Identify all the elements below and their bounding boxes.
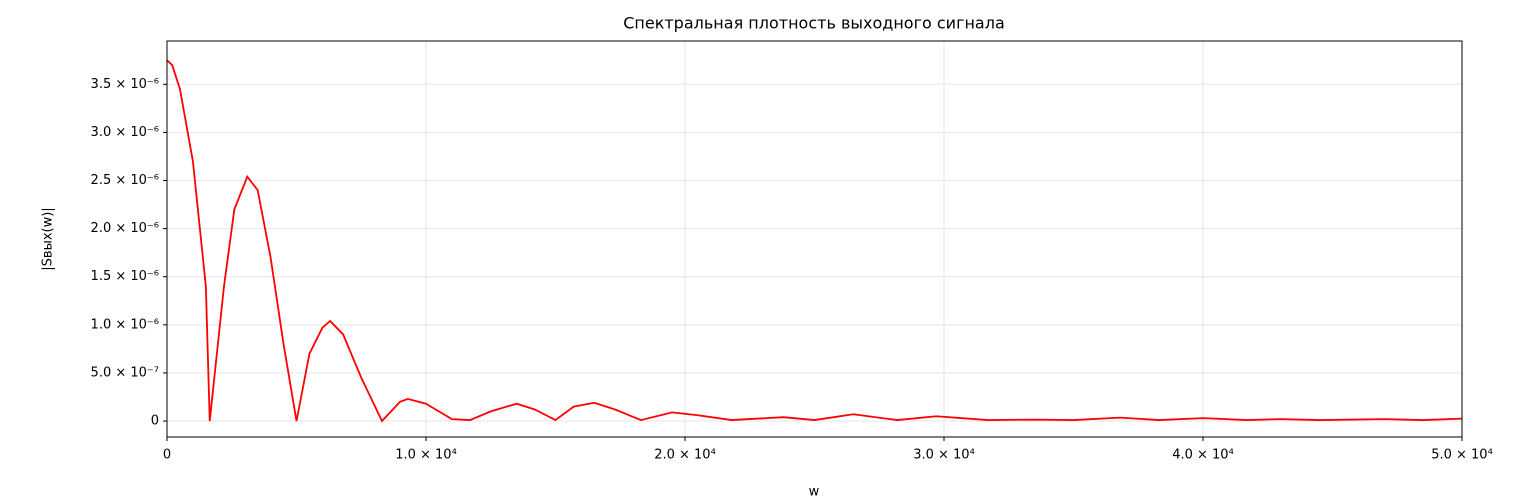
y-tick-label: 1.5 × 10⁻⁶	[91, 269, 159, 284]
y-tick-label: 3.0 × 10⁻⁶	[91, 125, 159, 140]
x-tick-label: 4.0 × 10⁴	[1172, 448, 1234, 463]
x-tick-label: 0	[163, 448, 171, 463]
x-tick-label: 1.0 × 10⁴	[395, 448, 457, 463]
x-tick-label: 5.0 × 10⁴	[1431, 448, 1493, 463]
x-axis-label: w	[809, 485, 820, 500]
y-tick-label: 0	[151, 414, 159, 429]
y-axis-label: |Sвых(w)|	[41, 207, 56, 270]
plot-frame	[166, 40, 1463, 438]
y-tick-label: 3.5 × 10⁻⁶	[91, 77, 159, 92]
y-tick-label: 1.0 × 10⁻⁶	[91, 317, 159, 332]
chart-title: Спектральная плотность выходного сигнала	[623, 14, 1005, 33]
y-tick-label: 5.0 × 10⁻⁷	[91, 365, 159, 380]
y-tick-label: 2.5 × 10⁻⁶	[91, 173, 159, 188]
x-tick-label: 3.0 × 10⁴	[913, 448, 975, 463]
x-tick-label: 2.0 × 10⁴	[654, 448, 716, 463]
y-tick-label: 2.0 × 10⁻⁶	[91, 221, 159, 236]
data-line	[166, 59, 1463, 423]
